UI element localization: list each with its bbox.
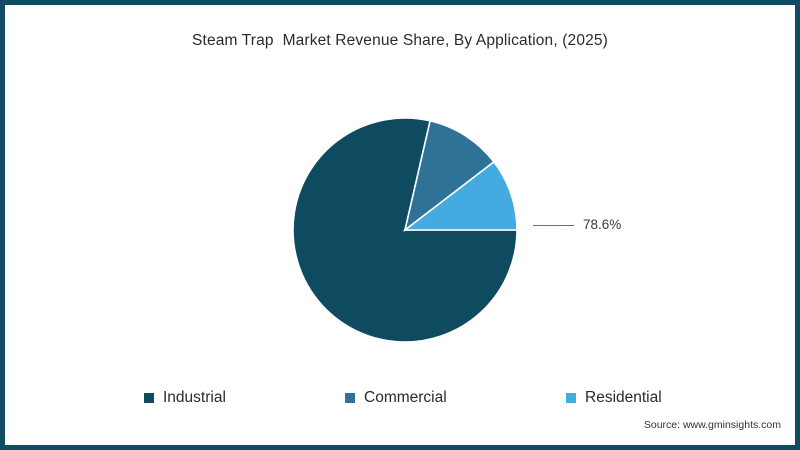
chart-title: Steam Trap Market Revenue Share, By Appl…	[192, 32, 608, 49]
pie-chart	[292, 117, 518, 343]
pie-svg	[292, 117, 518, 343]
pie-slices	[292, 117, 518, 343]
callout-leader-line	[533, 225, 574, 226]
source-attribution: Source: www.gminsights.com	[643, 419, 781, 431]
legend-swatch-icon	[144, 393, 154, 403]
chart-canvas: Steam Trap Market Revenue Share, By Appl…	[5, 5, 795, 445]
legend-label: Industrial	[163, 389, 226, 407]
chart-legend: Industrial Commercial Residential	[5, 386, 795, 410]
legend-item-industrial[interactable]: Industrial	[144, 386, 226, 410]
pie-value-label-industrial: 78.6%	[583, 217, 622, 232]
legend-item-residential[interactable]: Residential	[566, 386, 662, 410]
pie-slice-residential[interactable]	[402, 160, 518, 231]
legend-label: Residential	[585, 389, 662, 407]
legend-label: Commercial	[364, 389, 447, 407]
legend-swatch-icon	[566, 393, 576, 403]
legend-item-commercial[interactable]: Commercial	[345, 386, 447, 410]
pie-slice-commercial[interactable]	[403, 119, 496, 232]
legend-swatch-icon	[345, 393, 355, 403]
pie-slice-industrial[interactable]	[292, 117, 518, 343]
